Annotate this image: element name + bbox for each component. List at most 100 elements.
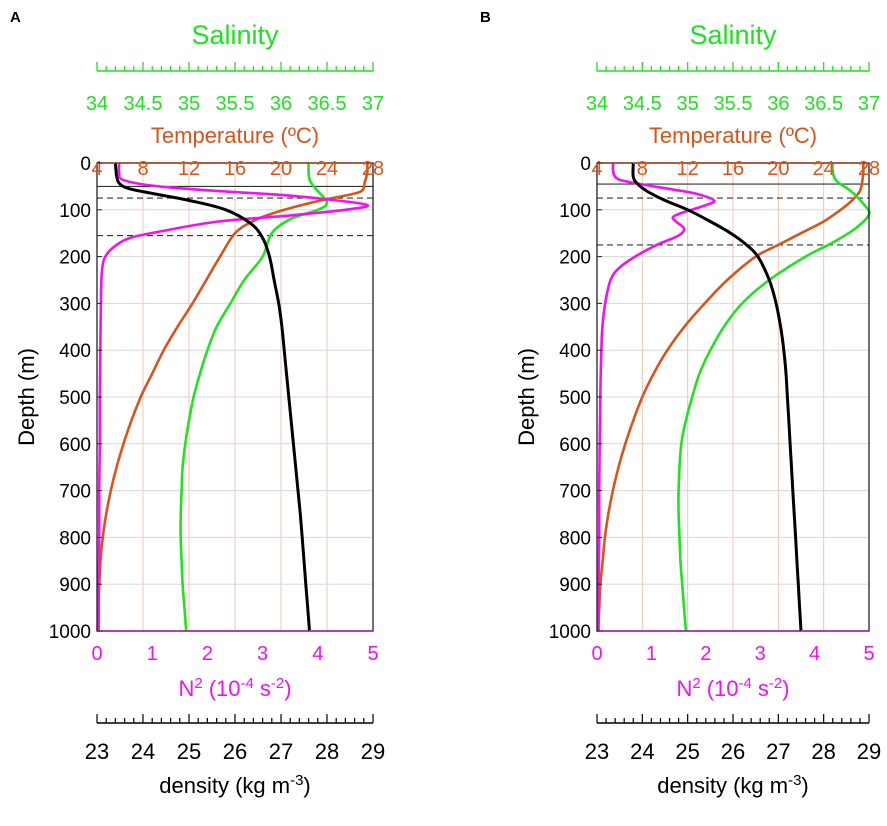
n2-tick-label: 0: [91, 643, 102, 665]
n2-title-part: -4: [739, 675, 752, 692]
n2-axis-title: N2 (10-4 s-2): [178, 675, 291, 702]
depth-tick-label: 500: [559, 388, 591, 409]
n2-tick-label: 0: [591, 643, 602, 665]
temperature-profile-line: [596, 162, 865, 632]
n2-tick-label: 1: [646, 643, 657, 665]
n2-tick-label: 3: [257, 643, 268, 665]
temperature-tick-label: 28: [362, 158, 384, 180]
salinity-tick-label: 36.5: [308, 93, 347, 115]
density-tick-label: 23: [585, 739, 609, 764]
depth-tick-label: 0: [580, 154, 591, 175]
density-tick-label: 27: [766, 739, 790, 764]
n2-title-part: s: [758, 676, 769, 701]
n2-title-part: 2: [194, 675, 202, 692]
temperature-tick-label: 12: [178, 158, 200, 180]
depth-axis-title: Depth (m): [514, 348, 539, 446]
depth-tick-label: 200: [59, 248, 91, 269]
salinity-tick-label: 35.5: [216, 93, 255, 115]
n2-title-part: s: [260, 676, 271, 701]
density-profile-line: [631, 162, 803, 632]
n2-tick-label: 4: [312, 643, 323, 665]
density-tick-label: 29: [857, 739, 881, 764]
density-title-part: -3: [788, 772, 801, 789]
salinity-tick-label: 34.5: [623, 93, 662, 115]
depth-tick-label: 700: [559, 482, 591, 503]
density-axis-title: density (kg m-3): [657, 772, 809, 799]
density-tick-label: 28: [315, 739, 339, 764]
temperature-profile-line: [96, 162, 369, 632]
depth-tick-label: 300: [559, 294, 591, 315]
salinity-tick-label: 36.5: [804, 93, 843, 115]
density-title-part: ): [801, 773, 808, 798]
n2-title-part: (10: [209, 676, 241, 701]
density-profile-line: [113, 162, 311, 632]
temperature-tick-label: 12: [677, 158, 699, 180]
salinity-tick-label: 35.5: [714, 93, 753, 115]
n2-profile-line: [97, 162, 370, 632]
salinity-profile-line: [677, 162, 871, 632]
density-axis-title: density (kg m-3): [159, 772, 311, 799]
density-tick-label: 28: [811, 739, 835, 764]
depth-tick-label: 400: [559, 341, 591, 362]
n2-title-part: ): [284, 676, 291, 701]
depth-tick-label: 400: [59, 341, 91, 362]
n2-tick-label: 4: [809, 643, 820, 665]
n2-title-part: -2: [271, 675, 284, 692]
n2-title-part: (10: [707, 676, 739, 701]
salinity-axis-title: Salinity: [191, 20, 279, 50]
density-title-part: density (kg m: [159, 773, 290, 798]
density-tick-label: 26: [223, 739, 247, 764]
density-tick-label: 26: [721, 739, 745, 764]
salinity-tick-label: 37: [362, 93, 384, 115]
temperature-tick-label: 24: [316, 158, 338, 180]
depth-tick-label: 500: [59, 388, 91, 409]
n2-tick-label: 5: [863, 643, 874, 665]
depth-tick-label: 600: [559, 435, 591, 456]
n2-tick-label: 3: [755, 643, 766, 665]
density-title-part: density (kg m: [657, 773, 788, 798]
panel-letter: B: [480, 9, 491, 26]
temperature-axis-title: Temperature (ºC): [151, 123, 319, 148]
salinity-axis-title: Salinity: [689, 20, 777, 50]
depth-tick-label: 800: [559, 528, 591, 549]
temperature-tick-label: 4: [591, 158, 602, 180]
temperature-tick-label: 16: [224, 158, 246, 180]
n2-title-part: ): [782, 676, 789, 701]
salinity-tick-label: 34.5: [124, 93, 163, 115]
depth-tick-label: 100: [59, 201, 91, 222]
depth-axis-title: Depth (m): [14, 348, 39, 446]
temperature-axis-title: Temperature (ºC): [649, 123, 817, 148]
density-tick-label: 25: [177, 739, 201, 764]
n2-axis-title: N2 (10-4 s-2): [676, 675, 789, 702]
depth-tick-label: 200: [559, 248, 591, 269]
salinity-profile-line: [179, 162, 329, 632]
density-tick-label: 25: [675, 739, 699, 764]
depth-tick-label: 900: [59, 575, 91, 596]
depth-tick-label: 700: [59, 482, 91, 503]
depth-tick-label: 1000: [49, 622, 91, 643]
salinity-tick-label: 34: [586, 93, 608, 115]
salinity-tick-label: 34: [86, 93, 108, 115]
n2-tick-label: 2: [202, 643, 213, 665]
temperature-tick-label: 28: [858, 158, 880, 180]
n2-title-part: -4: [241, 675, 254, 692]
density-tick-label: 23: [85, 739, 109, 764]
temperature-tick-label: 20: [270, 158, 292, 180]
temperature-tick-label: 8: [137, 158, 148, 180]
depth-tick-label: 100: [559, 201, 591, 222]
n2-tick-label: 1: [147, 643, 158, 665]
salinity-tick-label: 37: [858, 93, 880, 115]
density-title-part: -3: [290, 772, 303, 789]
temperature-tick-label: 20: [767, 158, 789, 180]
temperature-tick-label: 24: [813, 158, 835, 180]
temperature-tick-label: 16: [722, 158, 744, 180]
depth-tick-label: 600: [59, 435, 91, 456]
n2-profile-line: [597, 162, 716, 632]
density-tick-label: 24: [131, 739, 155, 764]
density-tick-label: 29: [361, 739, 385, 764]
depth-tick-label: 1000: [549, 622, 591, 643]
